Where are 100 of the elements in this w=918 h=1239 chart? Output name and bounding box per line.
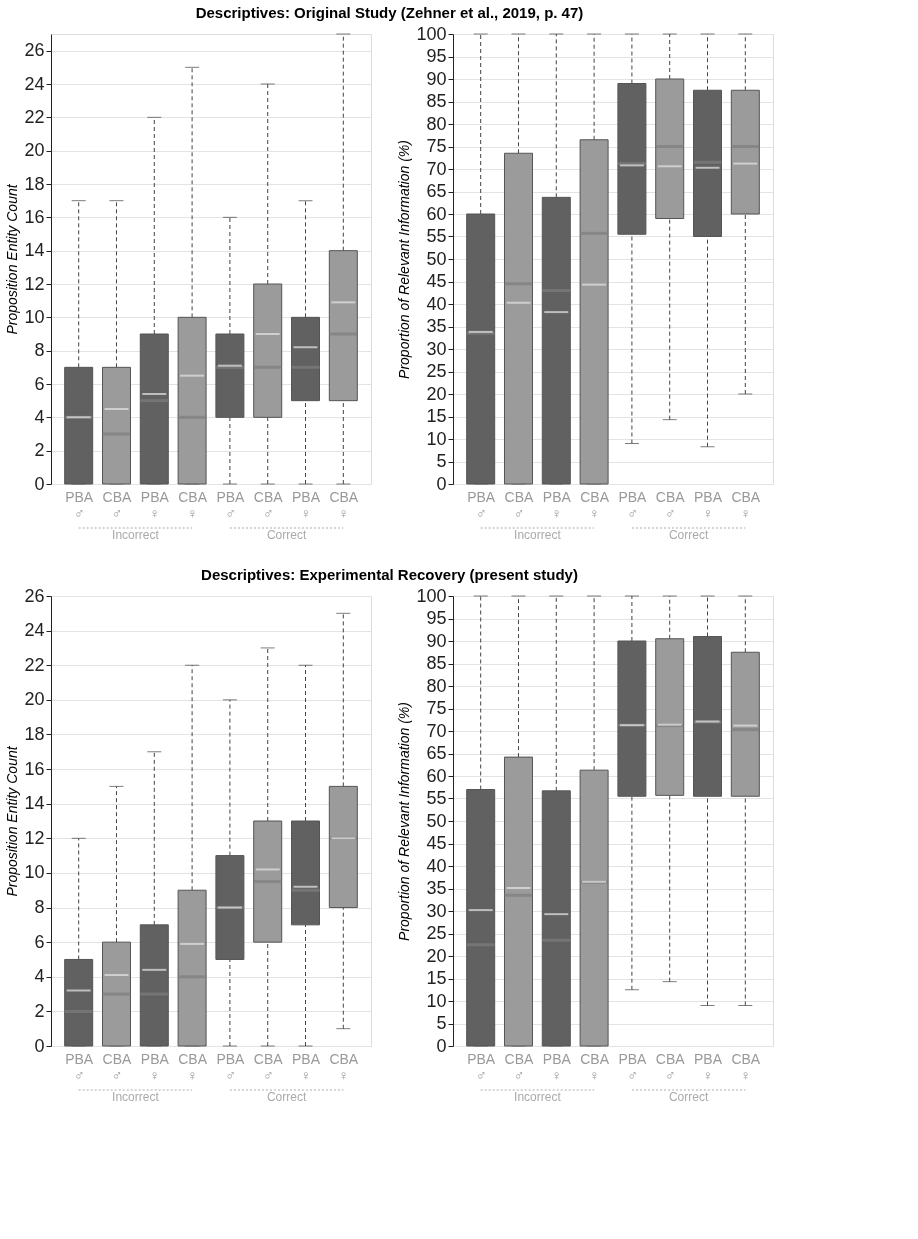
x-tick-label: CBA ♀ — [731, 488, 761, 521]
text: Incorrect — [112, 528, 160, 542]
y-tick-label: 4 — [34, 966, 45, 987]
x-tick-label: PBA ♀ — [292, 1050, 321, 1083]
x-tick-label: PBA ♂ — [216, 488, 246, 521]
y-axis-title: Proportion of Relevant Information (%) — [396, 140, 413, 379]
x-tick-label: CBA ♂ — [102, 488, 133, 521]
x-tick-label: CBA ♀ — [329, 1050, 359, 1083]
y-tick-label: 25 — [426, 361, 447, 381]
y-tick-label: 85 — [426, 653, 447, 673]
y-tick-label: 15 — [426, 406, 447, 426]
y-tick-label: 60 — [426, 765, 447, 786]
y-tick-label: 85 — [426, 91, 447, 111]
x-tick-label: CBA ♂ — [504, 488, 535, 521]
x-tick-label: PBA ♀ — [694, 488, 723, 521]
x-tick-label: CBA ♀ — [178, 488, 208, 521]
y-tick-label: 20 — [426, 383, 447, 404]
y-tick-label: 30 — [426, 338, 447, 359]
y-tick-label: 5 — [436, 451, 447, 471]
y-tick-label: 22 — [24, 106, 45, 127]
x-tick-label: CBA ♂ — [253, 488, 284, 521]
x-tick-label: PBA ♀ — [542, 1050, 572, 1083]
x-tick-label: CBA ♂ — [102, 1050, 133, 1083]
y-tick-label: 100 — [416, 585, 447, 606]
y-tick-label: 10 — [24, 862, 45, 883]
y-tick-label: 2 — [34, 440, 45, 461]
y-tick-label: 14 — [24, 793, 45, 814]
x-tick-label: PBA ♂ — [618, 488, 648, 521]
y-tick-label: 80 — [426, 113, 447, 134]
x-tick-label: PBA ♀ — [140, 488, 170, 521]
chart-title: Descriptives: Original Study (Zehner et al., 2019, p. 47) — [195, 3, 584, 21]
text: Correct — [266, 528, 307, 542]
y-tick-label: 25 — [426, 923, 447, 943]
y-tick-label: 35 — [426, 316, 447, 336]
y-tick-label: 70 — [426, 720, 447, 741]
text: Correct — [266, 1090, 307, 1104]
y-tick-label: 8 — [34, 340, 45, 361]
y-tick-label: 16 — [24, 206, 45, 227]
y-tick-label: 12 — [24, 273, 45, 294]
y-tick-label: 30 — [426, 900, 447, 921]
y-tick-label: 0 — [436, 1035, 447, 1056]
y-tick-label: 10 — [24, 306, 45, 327]
y-tick-label: 22 — [24, 654, 45, 675]
y-tick-label: 35 — [426, 878, 447, 898]
y-tick-label: 26 — [24, 40, 45, 61]
x-tick-label: PBA ♂ — [65, 1050, 94, 1083]
x-tick-label: PBA ♂ — [216, 1050, 246, 1083]
x-tick-label: PBA ♀ — [140, 1050, 170, 1083]
y-tick-label: 60 — [426, 203, 447, 224]
text: Incorrect — [112, 1090, 160, 1104]
y-tick-label: 95 — [426, 46, 447, 66]
y-tick-label: 50 — [426, 248, 447, 269]
text: Incorrect — [514, 528, 562, 542]
y-axis-title: Proportion of Relevant Information (%) — [396, 702, 413, 941]
y-tick-label: 90 — [426, 68, 447, 89]
y-tick-label: 15 — [426, 968, 447, 988]
y-tick-label: 65 — [426, 181, 447, 201]
text: Correct — [668, 1090, 709, 1104]
y-tick-label: 75 — [426, 136, 447, 156]
x-tick-label: CBA ♂ — [655, 488, 686, 521]
y-tick-label: 0 — [34, 1035, 45, 1056]
y-tick-label: 55 — [426, 788, 447, 808]
y-tick-label: 95 — [426, 608, 447, 628]
x-tick-label: PBA ♂ — [65, 488, 94, 521]
x-tick-label: CBA ♀ — [580, 1050, 610, 1083]
y-tick-label: 6 — [34, 373, 45, 394]
y-tick-label: 2 — [34, 1000, 45, 1021]
y-tick-label: 20 — [24, 140, 45, 161]
x-tick-label: PBA ♀ — [542, 488, 572, 521]
x-tick-label: CBA ♀ — [178, 1050, 208, 1083]
y-tick-label: 100 — [416, 23, 447, 44]
y-tick-label: 45 — [426, 271, 447, 291]
y-tick-label: 0 — [34, 473, 45, 494]
y-tick-label: 14 — [24, 240, 45, 261]
x-tick-label: PBA ♂ — [467, 488, 496, 521]
y-tick-label: 4 — [34, 406, 45, 427]
y-tick-label: 5 — [436, 1013, 447, 1033]
y-tick-label: 45 — [426, 833, 447, 853]
x-tick-label: PBA ♀ — [694, 1050, 723, 1083]
y-tick-label: 80 — [426, 675, 447, 696]
x-tick-label: CBA ♀ — [731, 1050, 761, 1083]
y-tick-label: 40 — [426, 293, 447, 314]
y-tick-label: 24 — [24, 73, 45, 94]
y-tick-label: 10 — [426, 428, 447, 449]
y-tick-label: 24 — [24, 620, 45, 641]
y-tick-label: 50 — [426, 810, 447, 831]
y-tick-label: 70 — [426, 158, 447, 179]
x-tick-label: CBA ♂ — [253, 1050, 284, 1083]
x-tick-label: CBA ♂ — [504, 1050, 535, 1083]
x-tick-label: PBA ♂ — [467, 1050, 496, 1083]
y-tick-label: 10 — [426, 990, 447, 1011]
y-tick-label: 55 — [426, 226, 447, 246]
x-tick-label: PBA ♀ — [292, 488, 321, 521]
y-tick-label: 75 — [426, 698, 447, 718]
text: Correct — [668, 528, 709, 542]
y-tick-label: 40 — [426, 855, 447, 876]
y-tick-label: 18 — [24, 723, 45, 744]
y-tick-label: 16 — [24, 758, 45, 779]
y-tick-label: 8 — [34, 897, 45, 918]
chart-title: Descriptives: Experimental Recovery (present study) — [201, 565, 578, 583]
